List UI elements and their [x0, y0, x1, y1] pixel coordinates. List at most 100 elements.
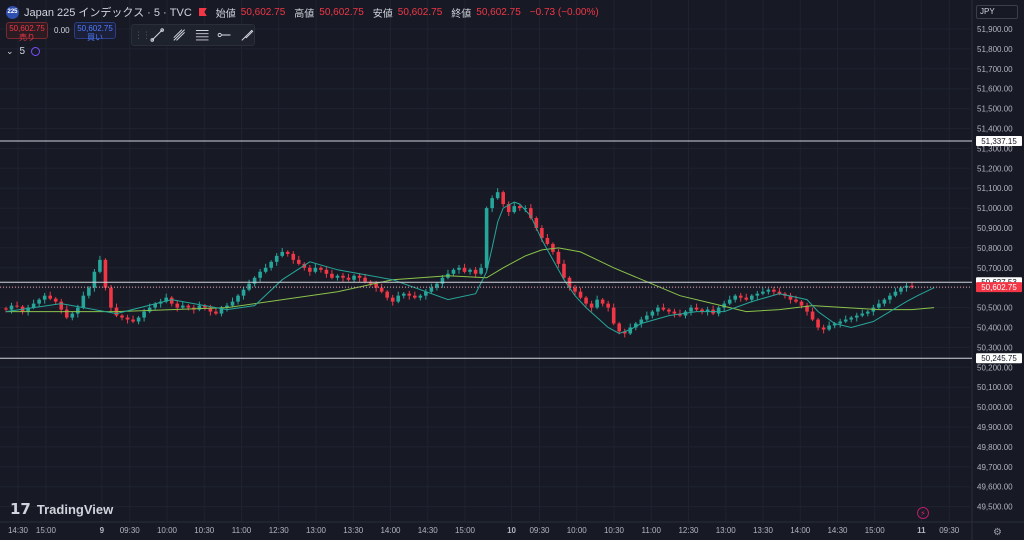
candle-body	[363, 277, 367, 282]
candle-body	[589, 303, 594, 308]
candle-body	[263, 267, 268, 272]
candle-body	[280, 251, 285, 256]
x-tick-label: 13:30	[753, 526, 774, 535]
candle-body	[633, 323, 638, 328]
candle-body	[832, 323, 837, 326]
spread-value: 0.00	[54, 26, 70, 35]
candle-body	[556, 251, 561, 264]
y-tick-label: 50,500.00	[977, 304, 1013, 313]
candle-body	[529, 208, 533, 219]
candle-body	[147, 307, 152, 312]
candle-body	[816, 319, 820, 328]
y-tick-label: 51,700.00	[977, 65, 1013, 74]
candle-body	[860, 313, 865, 316]
pitchfork-icon[interactable]	[172, 27, 186, 43]
x-tick-label: 11	[917, 526, 926, 535]
candle-body	[335, 275, 340, 278]
candle-body	[252, 277, 257, 284]
fib-retracement-icon[interactable]	[195, 27, 209, 43]
buy-button[interactable]: 50,602.75 買い	[74, 22, 116, 42]
candle-body	[324, 269, 329, 274]
indicator-legend[interactable]: ⌄ 5	[6, 46, 41, 57]
gear-icon[interactable]: ⚙	[993, 527, 1002, 538]
candle-body	[866, 311, 870, 314]
candle-body	[462, 267, 467, 272]
drawing-toolbar: ⋮⋮	[131, 24, 255, 46]
candle-body	[15, 305, 19, 307]
candle-body	[385, 291, 389, 298]
symbol-title[interactable]: Japan 225 インデックス · 5 · TVC	[24, 7, 192, 19]
candle-body	[899, 287, 903, 292]
candle-body	[81, 295, 86, 308]
candle-body	[208, 307, 213, 312]
x-tick-label: 14:30	[418, 526, 439, 535]
candle-body	[180, 305, 185, 308]
flag-icon[interactable]	[198, 8, 207, 16]
candle-body	[131, 319, 135, 322]
x-tick-label: 10	[507, 526, 516, 535]
close-value: 50,602.75	[476, 6, 521, 18]
brush-icon[interactable]	[240, 27, 254, 43]
y-tick-label: 51,800.00	[977, 45, 1013, 54]
candle-body	[468, 269, 472, 272]
candle-body	[48, 295, 52, 299]
y-tick-label: 49,800.00	[977, 443, 1013, 452]
x-tick-label: 09:30	[939, 526, 960, 535]
indicator-count: 5	[19, 46, 26, 57]
lightning-icon[interactable]: ⚡	[917, 507, 929, 519]
candle-body	[164, 297, 169, 302]
candle-body	[374, 283, 378, 288]
candle-body	[473, 269, 478, 274]
candle-body	[733, 295, 738, 300]
candle-body	[755, 293, 760, 296]
candle-body	[219, 307, 224, 314]
candle-body	[59, 301, 64, 310]
sell-button[interactable]: 50,602.75 売り	[6, 22, 48, 42]
candle-body	[424, 291, 428, 296]
candle-body	[540, 228, 544, 238]
candle-body	[722, 303, 726, 308]
candle-body	[727, 299, 732, 304]
drag-handle-icon[interactable]: ⋮⋮	[134, 29, 151, 40]
candle-body	[319, 267, 323, 270]
candle-body	[31, 303, 36, 308]
y-tick-label: 50,300.00	[977, 343, 1013, 352]
candle-body	[584, 297, 588, 304]
candle-body	[368, 281, 373, 284]
candle-body	[490, 198, 494, 209]
candle-body	[595, 299, 599, 308]
candle-body	[716, 307, 721, 314]
candle-body	[225, 305, 229, 308]
currency-selector[interactable]: JPY	[976, 5, 1018, 19]
x-tick-label: 14:00	[380, 526, 401, 535]
candle-body	[838, 321, 842, 324]
candle-body	[545, 237, 550, 244]
candle-body	[910, 285, 914, 288]
x-tick-label: 09:30	[120, 526, 141, 535]
chevron-down-icon[interactable]: ⌄	[6, 46, 14, 56]
candle-body	[258, 271, 262, 278]
horizontal-ray-icon[interactable]	[217, 27, 231, 43]
trend-line-icon[interactable]	[150, 27, 164, 43]
symbol-header: 225 Japan 225 インデックス · 5 · TVC 始値 50,602.…	[6, 4, 599, 20]
candle-body	[241, 289, 246, 296]
x-tick-label: 11:00	[642, 526, 662, 535]
candle-body	[562, 263, 566, 278]
candle-body	[506, 204, 511, 213]
candle-body	[429, 287, 434, 292]
candle-body	[694, 307, 699, 310]
candle-body	[578, 291, 583, 298]
y-tick-label: 51,600.00	[977, 85, 1013, 94]
candle-body	[794, 299, 798, 302]
candle-body	[600, 299, 605, 304]
x-tick-label: 14:30	[827, 526, 848, 535]
y-tick-label: 49,900.00	[977, 423, 1013, 432]
low-value: 50,602.75	[397, 6, 443, 18]
y-tick-label: 49,500.00	[977, 503, 1013, 512]
x-tick-label: 11:00	[232, 526, 252, 535]
candle-body	[396, 295, 401, 302]
candle-body	[418, 295, 423, 298]
candle-body	[744, 297, 749, 300]
high-value: 50,602.75	[319, 6, 364, 18]
